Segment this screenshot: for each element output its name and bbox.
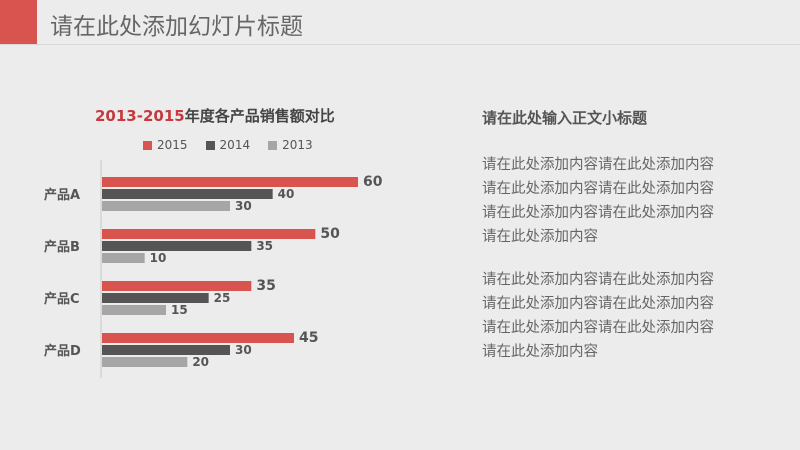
body-line: 请在此处添加内容请在此处添加内容 (482, 320, 714, 336)
data-label: 10 (150, 251, 167, 265)
body-paragraph-2: 请在此处添加内容请在此处添加内容 请在此处添加内容请在此处添加内容 请在此处添加… (482, 268, 714, 364)
legend-swatch-2015 (143, 140, 152, 150)
title-accent-block (0, 0, 37, 44)
chart-legend: 2015 2014 2013 (143, 138, 313, 152)
body-line: 请在此处添加内容 (482, 344, 598, 360)
title-bar: 请在此处添加幻灯片标题 (0, 0, 800, 44)
bar-2013-2 (102, 253, 145, 263)
body-paragraph-1: 请在此处添加内容请在此处添加内容 请在此处添加内容请在此处添加内容 请在此处添加… (482, 153, 714, 249)
bar-2013-1 (102, 201, 230, 211)
data-label: 30 (235, 199, 252, 213)
data-label: 15 (171, 303, 188, 317)
category-label: 产品A (44, 187, 80, 203)
bar-2015-1 (102, 177, 358, 187)
bar-2015-3 (102, 281, 252, 291)
data-label: 45 (299, 330, 318, 346)
bar-2013-3 (102, 305, 166, 315)
legend-item-2014: 2014 (205, 138, 251, 152)
legend-swatch-2014 (205, 140, 215, 150)
chart-title-years: 2013-2015 (95, 107, 185, 125)
legend-item-2013: 2013 (268, 138, 313, 152)
slide-title: 请在此处添加幻灯片标题 (50, 14, 303, 40)
legend-label-2014: 2014 (219, 138, 251, 152)
title-divider (0, 44, 800, 45)
body-line: 请在此处添加内容请在此处添加内容 (482, 157, 714, 173)
data-label: 60 (363, 174, 383, 190)
legend-item-2015: 2015 (143, 138, 188, 152)
category-label: 产品B (44, 239, 80, 255)
bar-2014-4 (102, 345, 230, 355)
data-label: 35 (256, 239, 273, 253)
data-label: 20 (192, 355, 209, 369)
body-subtitle: 请在此处输入正文小标题 (482, 109, 648, 127)
data-label: 50 (320, 226, 340, 242)
bar-2015-2 (102, 229, 316, 239)
data-label: 30 (235, 343, 252, 357)
category-label: 产品D (44, 343, 81, 359)
bar-2014-2 (102, 241, 252, 251)
body-line: 请在此处添加内容请在此处添加内容 (482, 296, 714, 312)
bar-chart: 产品A 60 40 30 产品B 50 35 10 产品C 35 25 15 产品D 45 30 20 (44, 160, 383, 378)
data-label: 40 (278, 187, 295, 201)
bar-2014-1 (102, 189, 273, 199)
bar-2013-4 (102, 357, 188, 367)
legend-label-2015: 2015 (157, 138, 188, 152)
bar-2015-4 (102, 333, 294, 343)
chart-title-text: 年度各产品销售额对比 (184, 107, 335, 125)
body-line: 请在此处添加内容请在此处添加内容 (482, 205, 714, 221)
category-label: 产品C (44, 291, 80, 307)
data-label: 35 (256, 278, 275, 294)
chart-title: 2013-2015年度各产品销售额对比 (95, 105, 335, 126)
data-label: 25 (214, 291, 231, 305)
body-line: 请在此处添加内容请在此处添加内容 (482, 181, 714, 197)
legend-swatch-2013 (268, 140, 278, 150)
body-line: 请在此处添加内容请在此处添加内容 (482, 272, 714, 288)
bar-2014-3 (102, 293, 209, 303)
legend-label-2013: 2013 (282, 138, 313, 152)
body-line: 请在此处添加内容 (482, 229, 598, 245)
